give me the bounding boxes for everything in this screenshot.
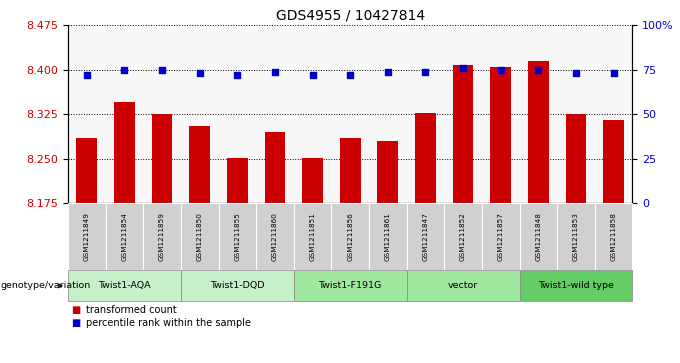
Text: GSM1211858: GSM1211858 xyxy=(611,212,617,261)
Point xyxy=(119,67,130,73)
Point xyxy=(307,72,318,78)
Bar xyxy=(227,158,248,203)
Point xyxy=(382,69,393,74)
Text: GSM1211850: GSM1211850 xyxy=(197,212,203,261)
Bar xyxy=(152,114,173,203)
Point xyxy=(458,65,469,71)
Point xyxy=(269,69,280,74)
Bar xyxy=(302,158,323,203)
Text: GSM1211852: GSM1211852 xyxy=(460,212,466,261)
Point xyxy=(420,69,431,74)
Point xyxy=(345,72,356,78)
Text: GSM1211861: GSM1211861 xyxy=(385,212,391,261)
Text: GSM1211848: GSM1211848 xyxy=(535,212,541,261)
Title: GDS4955 / 10427814: GDS4955 / 10427814 xyxy=(275,9,425,23)
Text: Twist1-AQA: Twist1-AQA xyxy=(98,281,151,290)
Bar xyxy=(453,65,473,203)
Point xyxy=(232,72,243,78)
Point xyxy=(495,67,506,73)
Point xyxy=(82,72,92,78)
Text: GSM1211855: GSM1211855 xyxy=(235,212,240,261)
Text: GSM1211853: GSM1211853 xyxy=(573,212,579,261)
Bar xyxy=(566,114,586,203)
Text: GSM1211860: GSM1211860 xyxy=(272,212,278,261)
Text: GSM1211859: GSM1211859 xyxy=(159,212,165,261)
Bar xyxy=(114,102,135,203)
Text: GSM1211856: GSM1211856 xyxy=(347,212,353,261)
Bar xyxy=(490,67,511,203)
Text: GSM1211847: GSM1211847 xyxy=(422,212,428,261)
Point xyxy=(156,67,167,73)
Text: percentile rank within the sample: percentile rank within the sample xyxy=(86,318,252,328)
Text: ■: ■ xyxy=(71,305,81,315)
Text: Twist1-F191G: Twist1-F191G xyxy=(318,281,382,290)
Text: GSM1211854: GSM1211854 xyxy=(122,212,127,261)
Text: Twist1-wild type: Twist1-wild type xyxy=(538,281,614,290)
Bar xyxy=(340,138,360,203)
Point xyxy=(194,70,205,76)
Text: GSM1211851: GSM1211851 xyxy=(309,212,316,261)
Point xyxy=(608,70,619,76)
Text: GSM1211849: GSM1211849 xyxy=(84,212,90,261)
Text: GSM1211857: GSM1211857 xyxy=(498,212,504,261)
Text: vector: vector xyxy=(448,281,478,290)
Point xyxy=(571,70,581,76)
Text: Twist1-DQD: Twist1-DQD xyxy=(210,281,265,290)
Text: ■: ■ xyxy=(71,318,81,328)
Bar xyxy=(377,141,398,203)
Bar xyxy=(415,113,436,203)
Text: transformed count: transformed count xyxy=(86,305,177,315)
Bar xyxy=(76,138,97,203)
Point xyxy=(533,67,544,73)
Bar xyxy=(265,132,286,203)
Bar xyxy=(603,120,624,203)
Text: genotype/variation: genotype/variation xyxy=(1,281,91,290)
Bar xyxy=(528,61,549,203)
Bar xyxy=(189,126,210,203)
